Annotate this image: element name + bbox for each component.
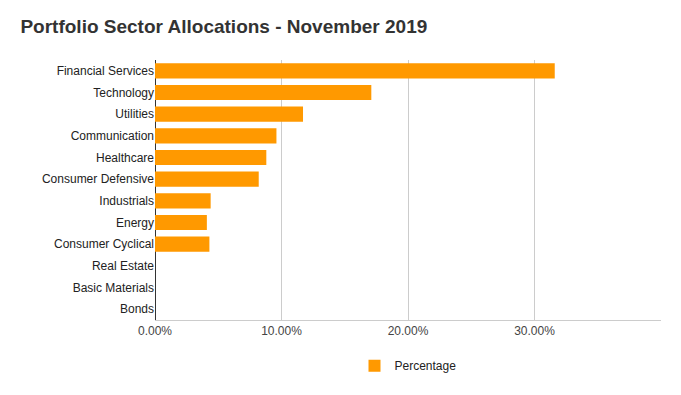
svg-text:0.00%: 0.00% (138, 324, 172, 338)
svg-text:30.00%: 30.00% (514, 324, 555, 338)
svg-text:Healthcare: Healthcare (96, 151, 154, 165)
svg-text:Bonds: Bonds (120, 302, 154, 316)
svg-text:Real Estate: Real Estate (92, 259, 154, 273)
svg-text:20.00%: 20.00% (388, 324, 429, 338)
svg-text:Consumer Defensive: Consumer Defensive (42, 172, 154, 186)
svg-text:Portfolio Sector Allocations -: Portfolio Sector Allocations - November … (20, 16, 427, 37)
svg-text:Consumer Cyclical: Consumer Cyclical (54, 237, 154, 251)
svg-text:10.00%: 10.00% (261, 324, 302, 338)
svg-text:Energy: Energy (116, 216, 154, 230)
svg-text:Industrials: Industrials (99, 194, 154, 208)
svg-text:Basic Materials: Basic Materials (73, 281, 154, 295)
svg-text:Financial Services: Financial Services (57, 64, 154, 78)
svg-text:Utilities: Utilities (115, 107, 154, 121)
svg-text:Communication: Communication (71, 129, 154, 143)
svg-text:Technology: Technology (93, 86, 154, 100)
svg-text:Percentage: Percentage (395, 359, 457, 373)
